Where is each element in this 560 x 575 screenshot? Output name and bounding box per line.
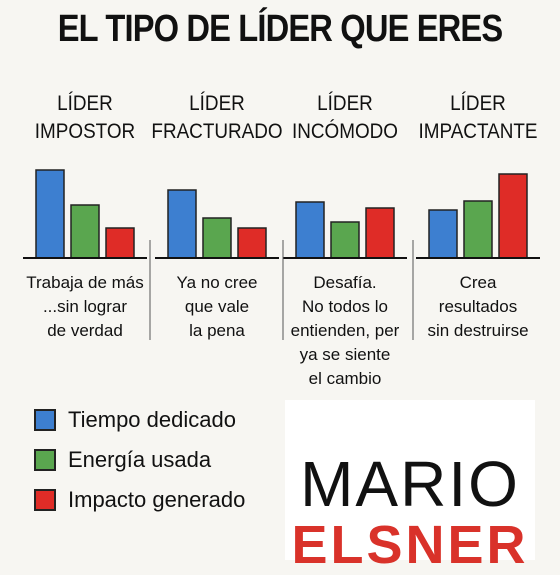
bar-1-1 <box>202 217 232 259</box>
category-label-2-0: LÍDER <box>317 91 373 115</box>
category-label-2-1: INCÓMODO <box>292 119 398 143</box>
legend-item-impacto: Impacto generado <box>34 480 245 520</box>
bar-0-0 <box>35 169 65 259</box>
bar-1-2 <box>237 227 267 259</box>
bar-1-0 <box>167 189 197 259</box>
legend-label-tiempo: Tiempo dedicado <box>68 407 236 432</box>
description-2-3: ya se siente <box>300 345 391 364</box>
category-label-3-1: IMPACTANTE <box>419 120 538 143</box>
category-label-1-1: FRACTURADO <box>151 120 282 143</box>
description-0-2: de verdad <box>47 321 123 340</box>
bar-0-1 <box>70 204 100 259</box>
legend-swatch-impacto <box>34 489 56 511</box>
bar-2-1 <box>330 221 360 259</box>
legend-label-impacto: Impacto generado <box>68 487 246 512</box>
legend-item-energia: Energía usada <box>34 440 245 480</box>
description-2-4: el cambio <box>309 369 382 388</box>
bar-2-2 <box>365 207 395 259</box>
legend-label-energia: Energía usada <box>68 447 212 472</box>
legend: Tiempo dedicado Energía usada Impacto ge… <box>34 400 245 520</box>
bar-2-0 <box>295 201 325 259</box>
legend-swatch-energia <box>34 449 56 471</box>
description-0-0: Trabaja de más <box>26 273 143 292</box>
description-1-1: que vale <box>185 297 249 316</box>
legend-item-tiempo: Tiempo dedicado <box>34 400 245 440</box>
page-title: EL TIPO DE LÍDER QUE ERES <box>57 8 503 50</box>
category-label-0-0: LÍDER <box>57 91 113 115</box>
category-label-1-0: LÍDER <box>189 91 245 115</box>
description-3-0: Crea <box>460 273 497 292</box>
bar-0-2 <box>105 227 135 259</box>
legend-swatch-tiempo <box>34 409 56 431</box>
logo-surname: ELSNER <box>291 515 529 575</box>
description-2-2: entienden, per <box>291 321 400 340</box>
description-0-1: ...sin lograr <box>43 297 127 316</box>
description-3-1: resultados <box>439 297 517 316</box>
description-2-0: Desafía. <box>313 273 376 292</box>
category-label-3-0: LÍDER <box>450 91 506 115</box>
logo: MARIO ELSNER <box>285 400 535 572</box>
description-3-2: sin destruirse <box>427 321 528 340</box>
bar-3-0 <box>428 209 458 259</box>
bar-3-1 <box>463 200 493 259</box>
category-label-0-1: IMPOSTOR <box>35 120 135 143</box>
description-2-1: No todos lo <box>302 297 388 316</box>
description-1-0: Ya no cree <box>177 273 258 292</box>
logo-name: MARIO <box>300 448 520 520</box>
bar-3-2 <box>498 173 528 259</box>
description-1-2: la pena <box>189 321 245 340</box>
bar-chart: LÍDER IMPOSTOR Trabaja de más ...sin lograr… <box>23 91 540 388</box>
